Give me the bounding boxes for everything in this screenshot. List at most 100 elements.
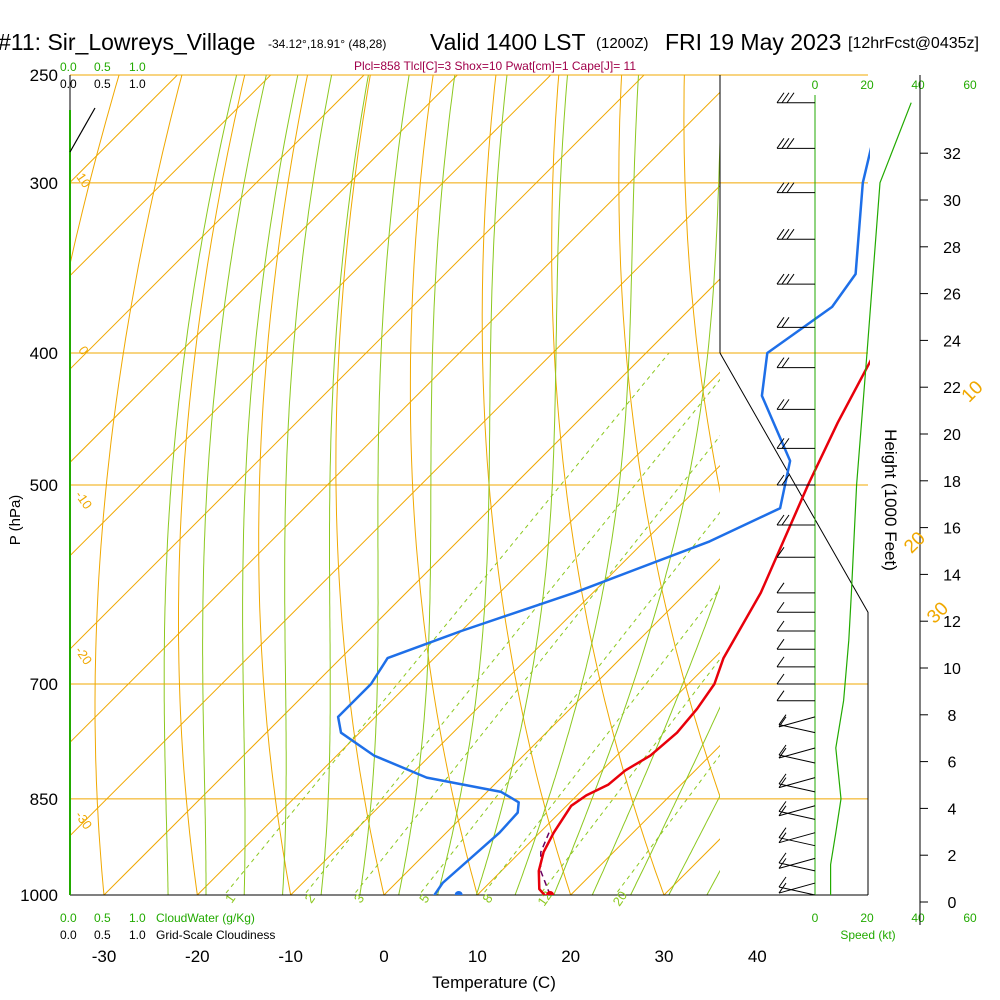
wind-barb-flag [776,399,785,410]
cloud-green-tick: 1.0 [129,911,146,925]
isotherm-label: -10 [72,488,95,512]
wind-barb-flag [776,547,785,558]
wind-barb-flag [778,714,787,725]
wind-barb [778,805,816,817]
mixing-ratio-line [481,587,720,895]
wind-barb-flag [778,801,787,812]
moist-adiabat-line [242,75,299,895]
isotherm-label: 20 [900,528,930,558]
isotherm-line [70,91,720,744]
wind-barb-flag [778,827,787,838]
wind-barb-flag [781,514,790,526]
wind-barb-staff [778,857,816,869]
wind-barb [776,690,815,702]
wind-barb [778,744,816,764]
wind-barb-flag [778,876,787,888]
wind-barb [778,832,816,844]
wind-barb [776,438,815,449]
isotherm-label: 10 [958,377,988,407]
valid-time: Valid 1400 LST [430,29,586,55]
mixing-ratio-label: 5 [416,891,432,906]
moist-adiabat-line [630,706,720,895]
pressure-tick-label: 300 [30,174,58,193]
wind-barb [776,228,815,240]
cloud-black-tick: 0.0 [60,928,77,942]
isotherm-label: -20 [72,644,95,668]
wind-barb-flag [781,92,790,104]
wind-barb-flag [778,777,787,788]
height-tick-label: 14 [943,567,961,584]
wind-barb [776,474,815,486]
cloud-green-tick: 0.5 [94,911,111,925]
wind-barb [776,656,815,668]
temperature-tick-label: 40 [748,947,767,966]
temperature-tick-label: -20 [185,947,210,966]
wind-barb-flag [776,601,785,613]
wind-barb-staff [778,832,816,844]
pressure-tick-label: 500 [30,476,58,495]
temperature-tick-label: 20 [561,947,580,966]
wind-barb-flag [776,673,785,685]
isotherm-line [476,651,720,895]
sounding-traces [336,147,870,895]
station-title: #11: Sir_Lowreys_Village [0,29,255,55]
speed-tick: 0 [812,78,819,92]
wind-barb-staff [778,754,816,764]
wind-barb-flag [778,852,787,864]
wind-barb-flag [778,747,787,759]
wind-barb [778,777,816,789]
surface-dewpoint-dot [454,891,463,895]
isotherm-line [728,0,1000,924]
wind-barb-flag [776,656,785,668]
wind-barb [778,714,816,734]
height-axis-title: Height (1000 Feet) [881,429,900,571]
wind-barb-staff [778,805,816,817]
speed-tick: 60 [963,78,977,92]
wind-barb [776,514,815,526]
wind-barb-flag [776,138,785,149]
cloudiness-label: Grid-Scale Cloudiness [156,928,275,942]
height-tick-label: 30 [943,193,961,210]
isotherm-line [103,278,720,895]
dry-adiabat-line [335,75,385,895]
wind-barb-flag [786,92,795,104]
cloud-green-tick: 1.0 [129,60,146,74]
wind-barb-flag [786,273,795,285]
moist-adiabat-line [668,794,720,895]
moist-adiabat-line [514,75,640,895]
wind-barb-flag [776,273,785,285]
mixing-ratio-label: 1 [222,891,238,906]
height-tick-label: 18 [943,474,961,491]
wind-barb-flag [781,273,790,285]
height-tick-label: 6 [948,755,957,772]
height-tick-label: 26 [943,287,961,304]
isotherm-label: -30 [72,808,95,832]
wind-barb-flag [786,138,795,149]
isotherm-line [383,558,720,895]
wind-barb [776,620,815,632]
wind-barb-flag [776,620,785,632]
forecast-tag: [12hrFcst@0435z] [848,35,979,52]
valid-date: FRI 19 May 2023 [665,29,841,55]
speed-axis-bottom: 0 20 40 60 [812,911,977,925]
speed-axis-label: Speed (kt) [840,928,895,942]
wind-barb-flag [776,357,785,368]
zulu-time: (1200Z) [596,35,649,52]
plot-frame [69,75,921,925]
mixing-ratio-line [418,511,720,895]
wind-barb [776,582,815,594]
height-tick-label: 10 [943,661,961,678]
moist-adiabat-line [202,75,267,895]
isotherm-line [70,75,552,557]
height-tick-label: 4 [948,801,957,818]
wind-barb-flag [786,228,795,240]
stability-indices: Plcl=858 Tlcl[C]=3 Shox=10 Pwat[cm]=1 Ca… [354,59,636,73]
wind-barb [778,827,816,847]
dry-adiabat-line [409,75,478,895]
wind-barb [776,317,815,328]
wind-barb-flag [776,228,785,240]
x-axis-title: Temperature (C) [432,973,556,992]
wind-barb [776,182,815,194]
moist-adiabat-line [320,75,369,895]
